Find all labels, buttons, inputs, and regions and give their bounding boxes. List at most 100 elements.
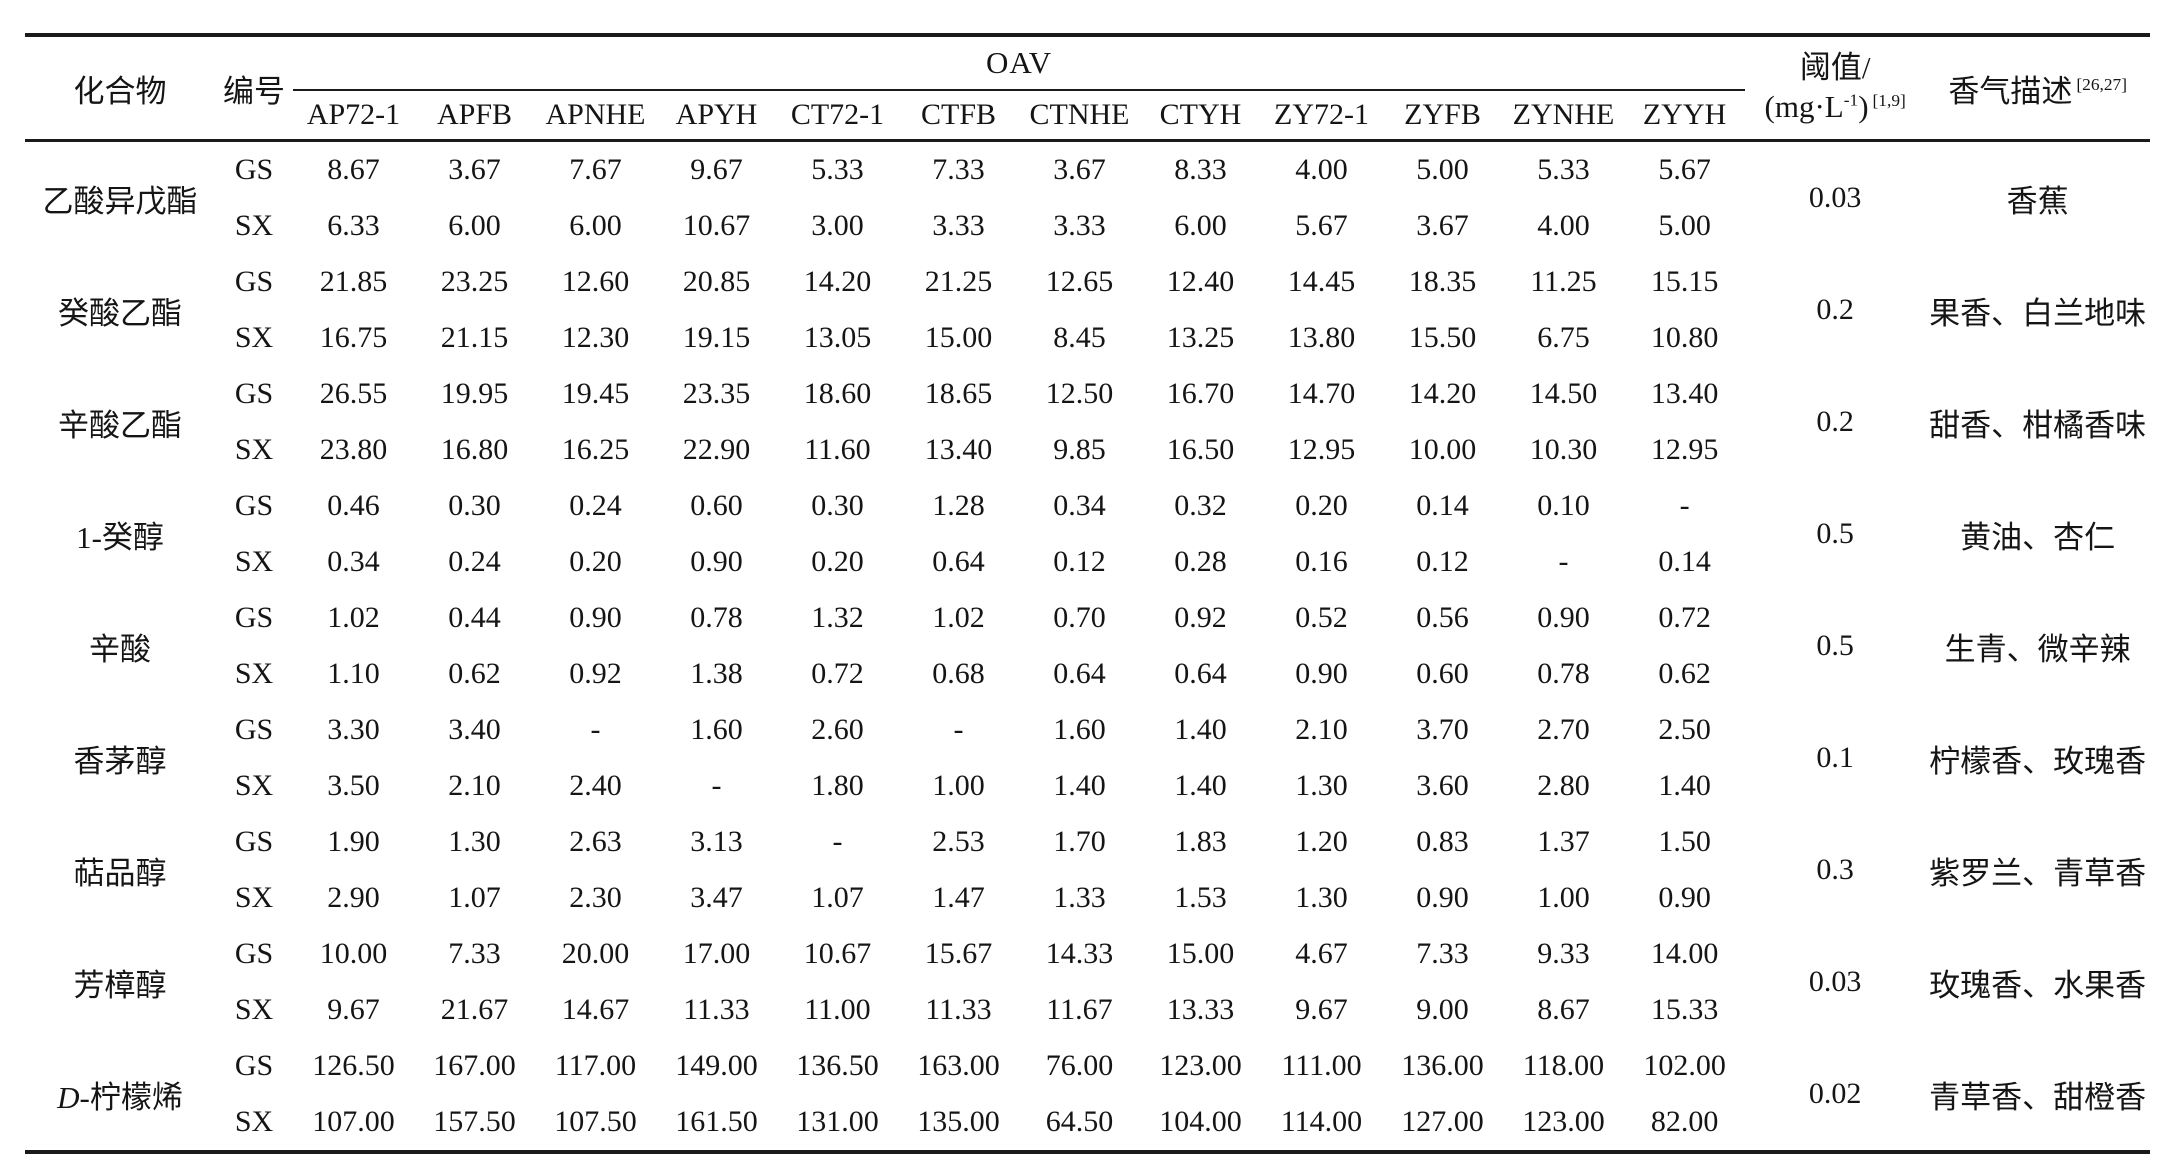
oav-value-cell: 11.67	[1046, 993, 1113, 1026]
table-header: 化合物 编号 OAV 阈值/(mg·L-1) [1,9] 香气描述 [26,27] …	[25, 35, 2151, 142]
oav-value-cell: 167.00	[433, 1049, 516, 1082]
oav-value-cell: 13.40	[924, 433, 993, 466]
oav-value-cell: 8.67	[1537, 993, 1590, 1026]
compound-name: 1-癸醇	[76, 519, 164, 555]
oav-value-cell: 12.65	[1045, 265, 1114, 298]
oav-value-cell: 1.28	[932, 489, 985, 522]
table-row: SX 9.67 21.67 14.67 11.33 11.00 11.33 11.67 13.3…	[25, 982, 2150, 1038]
sample-header-row: AP72-1 APFB APNHE APYH CT72-1 CTFB CTNHE CTYH ZY…	[25, 90, 2150, 142]
table-row: 香茅醇 GS 3.30 3.40 - 1.60 2.60 - 1.60 1.40 2.10 3.70 2…	[25, 702, 2150, 779]
aroma-description: 甜香、柑橘香味	[1929, 407, 2147, 443]
oav-value-cell: 5.33	[811, 153, 864, 186]
oav-value-cell: 1.47	[932, 881, 985, 914]
header-sample-APFB: APFB	[414, 90, 535, 142]
oav-value-cell: 4.00	[1295, 153, 1348, 186]
oav-value-cell: 0.32	[1174, 489, 1227, 522]
oav-value-cell: 1.30	[1295, 881, 1348, 914]
aroma-description: 香蕉	[2006, 183, 2069, 219]
threshold-value: 0.03	[1808, 965, 1862, 998]
oav-value-cell: 76.00	[1045, 1049, 1114, 1082]
aroma-description: 果香、白兰地味	[1929, 295, 2147, 331]
oav-value-cell: 3.67	[1053, 153, 1106, 186]
sample-code-cell: SX	[234, 209, 274, 242]
oav-value-cell: 21.25	[924, 265, 993, 298]
oav-value-cell: 10.00	[1408, 433, 1477, 466]
oav-value-cell: 15.00	[924, 321, 993, 354]
oav-value-cell: 18.60	[803, 377, 872, 410]
oav-value-cell: -	[1558, 545, 1569, 578]
oav-value-cell: 0.64	[1174, 657, 1227, 690]
oav-value-cell: 5.67	[1658, 153, 1711, 186]
oav-value-cell: 149.00	[675, 1049, 758, 1082]
oav-table: 化合物 编号 OAV 阈值/(mg·L-1) [1,9] 香气描述 [26,27] …	[25, 33, 2151, 1154]
oav-value-cell: 0.60	[1416, 657, 1469, 690]
oav-value-cell: 13.33	[1166, 993, 1235, 1026]
oav-value-cell: 0.68	[932, 657, 985, 690]
oav-value-cell: 0.70	[1053, 601, 1106, 634]
oav-value-cell: 13.05	[803, 321, 872, 354]
oav-value-cell: 0.24	[448, 545, 501, 578]
oav-value-cell: 2.63	[569, 825, 622, 858]
oav-value-cell: 0.34	[327, 545, 380, 578]
table-row: 辛酸 GS 1.02 0.44 0.90 0.78 1.32 1.02 0.70 0.92 0.52…	[25, 590, 2150, 667]
oav-value-cell: 12.95	[1650, 433, 1719, 466]
oav-value-cell: 20.85	[682, 265, 751, 298]
oav-value-cell: 13.25	[1166, 321, 1235, 354]
threshold-value: 0.2	[1816, 405, 1854, 438]
oav-value-cell: 14.45	[1287, 265, 1356, 298]
oav-value-cell: 14.67	[561, 993, 630, 1026]
oav-value-cell: 11.33	[683, 993, 750, 1026]
table-row: 萜品醇 GS 1.90 1.30 2.63 3.13 - 2.53 1.70 1.83 1.20 0.…	[25, 814, 2150, 891]
header-oav-group: OAV	[293, 35, 1746, 91]
oav-value-cell: 16.50	[1166, 433, 1235, 466]
oav-value-cell: 123.00	[1159, 1049, 1242, 1082]
oav-value-cell: 11.60	[804, 433, 871, 466]
oav-value-cell: 2.90	[327, 881, 380, 914]
oav-value-cell: 6.00	[1174, 209, 1227, 242]
oav-value-cell: 6.00	[569, 209, 622, 242]
oav-value-cell: 1.40	[1658, 769, 1711, 802]
oav-value-cell: 23.80	[319, 433, 388, 466]
oav-value-cell: 9.00	[1416, 993, 1469, 1026]
oav-value-cell: 1.60	[690, 713, 743, 746]
table-row: SX 23.80 16.80 16.25 22.90 11.60 13.40 9.85 16.5…	[25, 422, 2150, 478]
oav-value-cell: 15.67	[924, 937, 993, 970]
oav-value-cell: 16.70	[1166, 377, 1235, 410]
oav-value-cell: 13.40	[1650, 377, 1719, 410]
oav-value-cell: 0.56	[1416, 601, 1469, 634]
oav-value-cell: 82.00	[1650, 1105, 1719, 1138]
oav-value-cell: 2.80	[1537, 769, 1590, 802]
oav-value-cell: 4.00	[1537, 209, 1590, 242]
oav-value-cell: 131.00	[796, 1105, 879, 1138]
compound-name: 芳樟醇	[73, 967, 167, 1003]
oav-value-cell: 0.83	[1416, 825, 1469, 858]
oav-value-cell: 1.07	[448, 881, 501, 914]
oav-value-cell: 5.00	[1658, 209, 1711, 242]
sample-code-cell: SX	[234, 657, 274, 690]
table-row: 乙酸异戊酯 GS 8.67 3.67 7.67 9.67 5.33 7.33 3.67 8.33 4…	[25, 141, 2150, 219]
oav-value-cell: 5.00	[1416, 153, 1469, 186]
oav-value-cell: 1.00	[932, 769, 985, 802]
table-row: 芳樟醇 GS 10.00 7.33 20.00 17.00 10.67 15.67 14.33 1…	[25, 926, 2150, 1003]
oav-value-cell: 0.92	[1174, 601, 1227, 634]
oav-value-cell: 3.70	[1416, 713, 1469, 746]
oav-value-cell: -	[590, 713, 601, 746]
oav-value-cell: 7.33	[1416, 937, 1469, 970]
compound-name: 辛酸	[89, 631, 151, 667]
oav-value-cell: -	[711, 769, 722, 802]
oav-value-cell: 3.00	[811, 209, 864, 242]
oav-value-cell: 0.64	[932, 545, 985, 578]
oav-value-cell: 8.67	[327, 153, 380, 186]
oav-value-cell: 0.44	[448, 601, 501, 634]
table-row: SX 107.00 157.50 107.50 161.50 131.00 135.00 64…	[25, 1094, 2150, 1152]
oav-value-cell: 12.95	[1287, 433, 1356, 466]
table-row: SX 0.34 0.24 0.20 0.90 0.20 0.64 0.12 0.28 0.16 0.…	[25, 534, 2150, 590]
oav-value-cell: 0.20	[1295, 489, 1348, 522]
oav-value-cell: 64.50	[1045, 1105, 1114, 1138]
threshold-value: 0.02	[1808, 1077, 1862, 1110]
aroma-description: 青草香、甜橙香	[1929, 1079, 2147, 1115]
oav-value-cell: 2.50	[1658, 713, 1711, 746]
oav-value-cell: 2.70	[1537, 713, 1590, 746]
oav-value-cell: 9.67	[690, 153, 743, 186]
